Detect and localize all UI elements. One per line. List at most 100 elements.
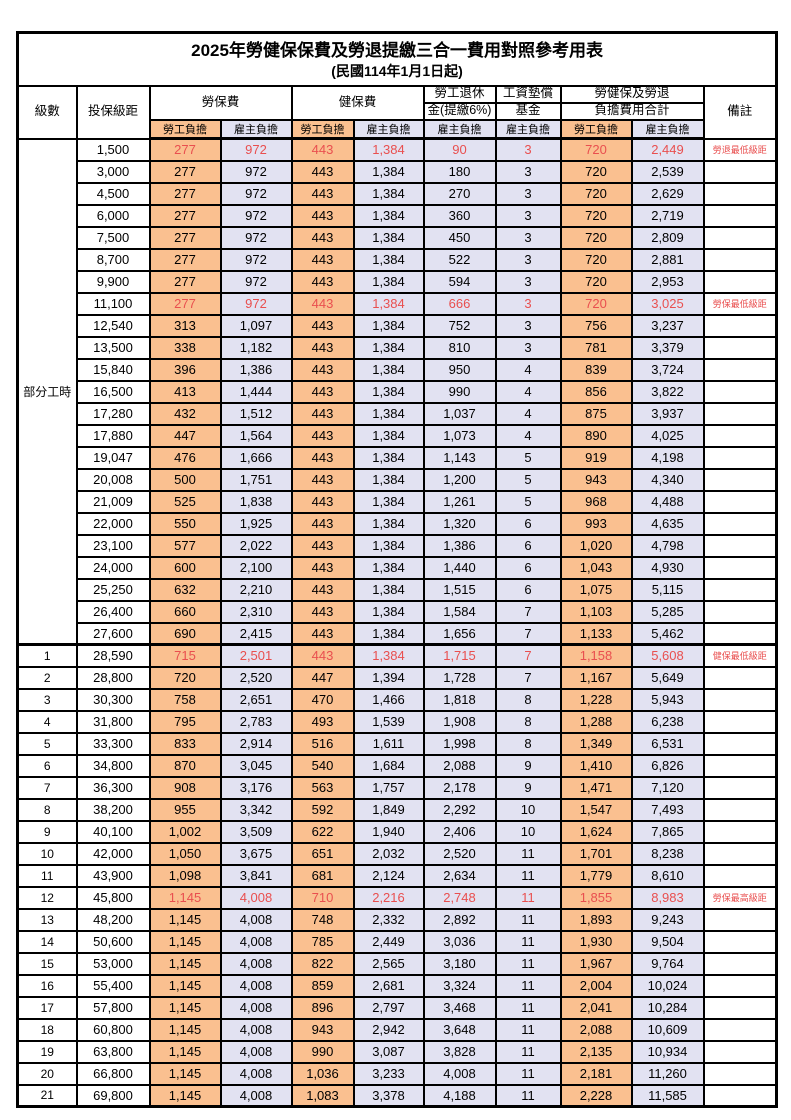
bracket-cell: 19,047 bbox=[75, 445, 151, 470]
labor-worker-cell: 413 bbox=[148, 379, 222, 404]
total-worker-cell: 720 bbox=[559, 203, 633, 228]
subheader-wage-fund-employer: 雇主負擔 bbox=[494, 118, 562, 140]
health-worker-cell: 822 bbox=[290, 951, 355, 976]
wage-fund-employer-cell: 4 bbox=[494, 357, 562, 382]
total-employer-cell: 5,285 bbox=[630, 599, 705, 624]
health-employer-cell: 1,384 bbox=[352, 159, 425, 184]
remark-cell bbox=[702, 731, 778, 756]
total-worker-cell: 1,349 bbox=[559, 731, 633, 756]
labor-employer-cell: 4,008 bbox=[219, 885, 293, 910]
total-worker-cell: 720 bbox=[559, 225, 633, 250]
pension-employer-cell: 4,188 bbox=[422, 1083, 497, 1108]
pension-employer-cell: 2,292 bbox=[422, 797, 497, 822]
total-employer-cell: 3,724 bbox=[630, 357, 705, 382]
health-employer-cell: 3,378 bbox=[352, 1083, 425, 1108]
health-employer-cell: 1,684 bbox=[352, 753, 425, 778]
health-employer-cell: 1,940 bbox=[352, 819, 425, 844]
remark-cell bbox=[702, 489, 778, 514]
health-employer-cell: 1,384 bbox=[352, 599, 425, 624]
labor-employer-cell: 4,008 bbox=[219, 1061, 293, 1086]
header-remark: 備註 bbox=[702, 84, 778, 140]
table-row: 16 55,400 1,145 4,008 859 2,681 3,324 11 2,004 10… bbox=[16, 973, 778, 998]
wage-fund-employer-cell: 11 bbox=[494, 951, 562, 976]
health-employer-cell: 3,087 bbox=[352, 1039, 425, 1064]
health-worker-cell: 443 bbox=[290, 445, 355, 470]
health-worker-cell: 470 bbox=[290, 687, 355, 712]
total-employer-cell: 7,120 bbox=[630, 775, 705, 800]
bracket-cell: 45,800 bbox=[75, 885, 151, 910]
health-worker-cell: 443 bbox=[290, 203, 355, 228]
total-worker-cell: 1,043 bbox=[559, 555, 633, 580]
remark-cell bbox=[702, 1061, 778, 1086]
page-title: 2025年勞健保保費及勞退提繳三合一費用對照參考用表 bbox=[191, 40, 603, 60]
remark-cell bbox=[702, 335, 778, 360]
bracket-cell: 6,000 bbox=[75, 203, 151, 228]
bracket-cell: 22,000 bbox=[75, 511, 151, 536]
total-worker-cell: 875 bbox=[559, 401, 633, 426]
labor-employer-cell: 4,008 bbox=[219, 1083, 293, 1108]
table-row: 10 42,000 1,050 3,675 651 2,032 2,520 11 1,701 8,… bbox=[16, 841, 778, 866]
labor-worker-cell: 1,145 bbox=[148, 995, 222, 1020]
table-row: 9,900 277 972 443 1,384 594 3 720 2,953 bbox=[18, 269, 778, 294]
table-row: 20 66,800 1,145 4,008 1,036 3,233 4,008 11 2,181… bbox=[16, 1061, 778, 1086]
wage-fund-employer-cell: 3 bbox=[494, 181, 562, 206]
total-worker-cell: 720 bbox=[559, 269, 633, 294]
labor-worker-cell: 833 bbox=[148, 731, 222, 756]
labor-employer-cell: 972 bbox=[219, 159, 293, 184]
header-bracket: 投保級距 bbox=[75, 84, 151, 140]
total-worker-cell: 756 bbox=[559, 313, 633, 338]
total-worker-cell: 1,288 bbox=[559, 709, 633, 734]
remark-cell: 勞保最低級距 bbox=[702, 291, 778, 316]
bracket-cell: 12,540 bbox=[75, 313, 151, 338]
health-worker-cell: 1,083 bbox=[290, 1083, 355, 1108]
total-employer-cell: 4,798 bbox=[630, 533, 705, 558]
labor-employer-cell: 4,008 bbox=[219, 951, 293, 976]
bracket-cell: 21,009 bbox=[75, 489, 151, 514]
total-worker-cell: 1,624 bbox=[559, 819, 633, 844]
total-worker-cell: 968 bbox=[559, 489, 633, 514]
pension-employer-cell: 810 bbox=[422, 335, 497, 360]
labor-worker-cell: 500 bbox=[148, 467, 222, 492]
total-worker-cell: 1,158 bbox=[559, 643, 633, 668]
table-row: 11,100 277 972 443 1,384 666 3 720 3,025 勞保最低級距 bbox=[18, 291, 778, 316]
pension-employer-cell: 1,818 bbox=[422, 687, 497, 712]
pension-employer-cell: 3,324 bbox=[422, 973, 497, 998]
bracket-cell: 1,500 bbox=[75, 137, 151, 162]
health-worker-cell: 540 bbox=[290, 753, 355, 778]
table-row: 3 30,300 758 2,651 470 1,466 1,818 8 1,228 5,943 bbox=[16, 687, 778, 712]
table-row: 4 31,800 795 2,783 493 1,539 1,908 8 1,288 6,238 bbox=[16, 709, 778, 734]
wage-fund-employer-cell: 7 bbox=[494, 643, 562, 668]
total-worker-cell: 1,103 bbox=[559, 599, 633, 624]
pension-employer-cell: 2,748 bbox=[422, 885, 497, 910]
health-worker-cell: 592 bbox=[290, 797, 355, 822]
health-worker-cell: 443 bbox=[290, 533, 355, 558]
pension-employer-cell: 3,468 bbox=[422, 995, 497, 1020]
labor-employer-cell: 2,100 bbox=[219, 555, 293, 580]
bracket-cell: 57,800 bbox=[75, 995, 151, 1020]
labor-worker-cell: 1,098 bbox=[148, 863, 222, 888]
table-row: 7 36,300 908 3,176 563 1,757 2,178 9 1,471 7,120 bbox=[16, 775, 778, 800]
wage-fund-employer-cell: 3 bbox=[494, 313, 562, 338]
labor-worker-cell: 577 bbox=[148, 533, 222, 558]
health-worker-cell: 622 bbox=[290, 819, 355, 844]
total-worker-cell: 1,893 bbox=[559, 907, 633, 932]
total-worker-cell: 1,075 bbox=[559, 577, 633, 602]
health-employer-cell: 1,384 bbox=[352, 357, 425, 382]
health-worker-cell: 443 bbox=[290, 357, 355, 382]
remark-cell bbox=[702, 1083, 778, 1108]
pension-employer-cell: 522 bbox=[422, 247, 497, 272]
total-worker-cell: 1,133 bbox=[559, 621, 633, 646]
header-pension-line2: 金(提繳6%) bbox=[422, 102, 497, 121]
pension-employer-cell: 1,037 bbox=[422, 401, 497, 426]
subheader-health-worker: 勞工負擔 bbox=[290, 118, 355, 140]
health-worker-cell: 563 bbox=[290, 775, 355, 800]
total-employer-cell: 2,629 bbox=[630, 181, 705, 206]
bracket-cell: 34,800 bbox=[75, 753, 151, 778]
health-employer-cell: 1,384 bbox=[352, 511, 425, 536]
bracket-cell: 66,800 bbox=[75, 1061, 151, 1086]
wage-fund-employer-cell: 3 bbox=[494, 335, 562, 360]
header-wage-fund-line1: 工資墊償 bbox=[494, 84, 562, 104]
wage-fund-employer-cell: 5 bbox=[494, 489, 562, 514]
pension-employer-cell: 1,143 bbox=[422, 445, 497, 470]
table-row: 17 57,800 1,145 4,008 896 2,797 3,468 11 2,041 10… bbox=[16, 995, 778, 1020]
